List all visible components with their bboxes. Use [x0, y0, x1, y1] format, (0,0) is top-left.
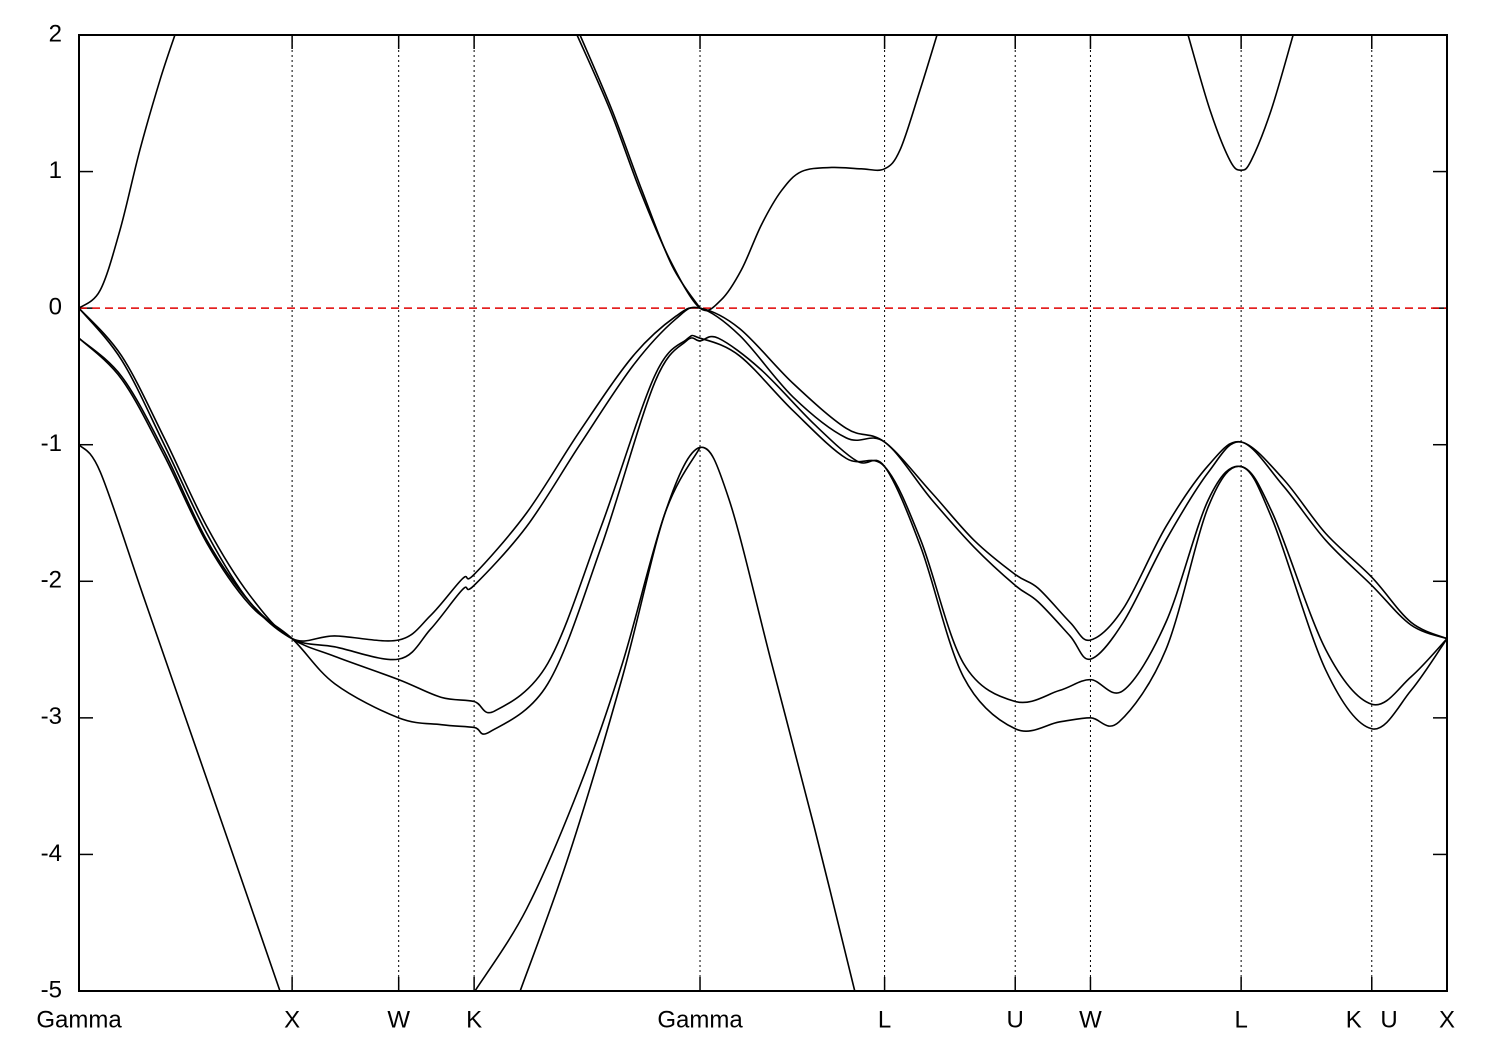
x-tick-label: Gamma: [657, 1006, 743, 1033]
x-tick-label: X: [284, 1006, 300, 1033]
y-tick-label: 2: [49, 20, 62, 47]
band-line: [79, 334, 1447, 714]
band-line: [79, 35, 176, 309]
x-tick-label: K U: [1346, 1006, 1398, 1033]
y-tick-label: -1: [41, 430, 62, 457]
band-line: [79, 335, 1447, 735]
x-tick-label: K: [466, 1006, 482, 1033]
band-line: [474, 447, 701, 991]
band-line: [79, 306, 1447, 661]
x-tick-label: U: [1007, 1006, 1024, 1033]
y-tick-label: -3: [41, 703, 62, 730]
x-tick-label: X: [1439, 1006, 1455, 1033]
band-line: [79, 306, 1447, 642]
y-tick-label: -4: [41, 840, 62, 867]
band-line: [579, 35, 701, 309]
x-tick-label: W: [1079, 1006, 1102, 1033]
band-line: [79, 444, 281, 991]
x-tick-label: L: [1234, 1006, 1247, 1033]
x-tick-label: Gamma: [36, 1006, 122, 1033]
y-tick-label: -5: [41, 976, 62, 1003]
x-tick-label: L: [878, 1006, 891, 1033]
plot-area: [79, 35, 1447, 991]
y-tick-label: 0: [49, 293, 62, 320]
band-line: [1187, 35, 1294, 172]
y-tick-label: -2: [41, 567, 62, 594]
plot-frame: [78, 34, 1448, 992]
x-tick-label: W: [387, 1006, 410, 1033]
band-line: [576, 35, 938, 312]
y-tick-label: 1: [49, 157, 62, 184]
